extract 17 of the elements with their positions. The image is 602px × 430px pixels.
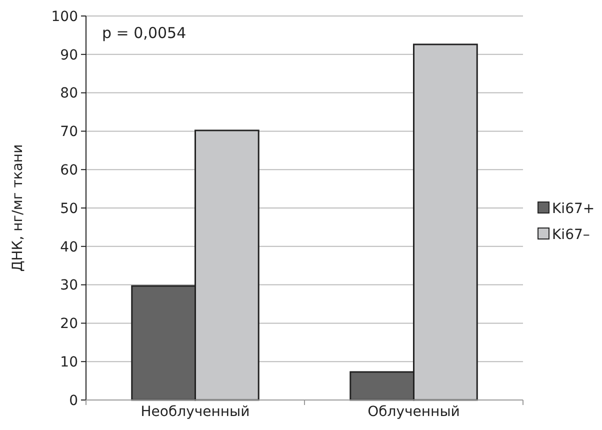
y-tick-label: 70 <box>60 124 78 140</box>
y-tick-label: 50 <box>60 200 78 217</box>
y-tick-label: 10 <box>60 354 78 370</box>
annotation: p = 0,0054 <box>102 24 186 42</box>
y-tick-label: 30 <box>60 278 78 294</box>
y-tick-label: 40 <box>60 239 78 256</box>
x-tick-label: Необлученный <box>140 404 250 420</box>
y-tick-label: 20 <box>60 316 78 332</box>
legend-label: Ki67– <box>552 226 590 243</box>
y-tick-label: 100 <box>51 8 78 25</box>
y-tick-label: 90 <box>60 47 78 64</box>
y-tick-label: 0 <box>69 392 78 409</box>
y-tick-label: 60 <box>60 162 78 178</box>
y-axis-title: ДНК, нг/мг ткани <box>10 144 26 272</box>
x-tick-label: Облученный <box>368 404 460 420</box>
legend-label: Ki67+ <box>552 200 595 217</box>
y-tick-label: 80 <box>60 86 78 102</box>
